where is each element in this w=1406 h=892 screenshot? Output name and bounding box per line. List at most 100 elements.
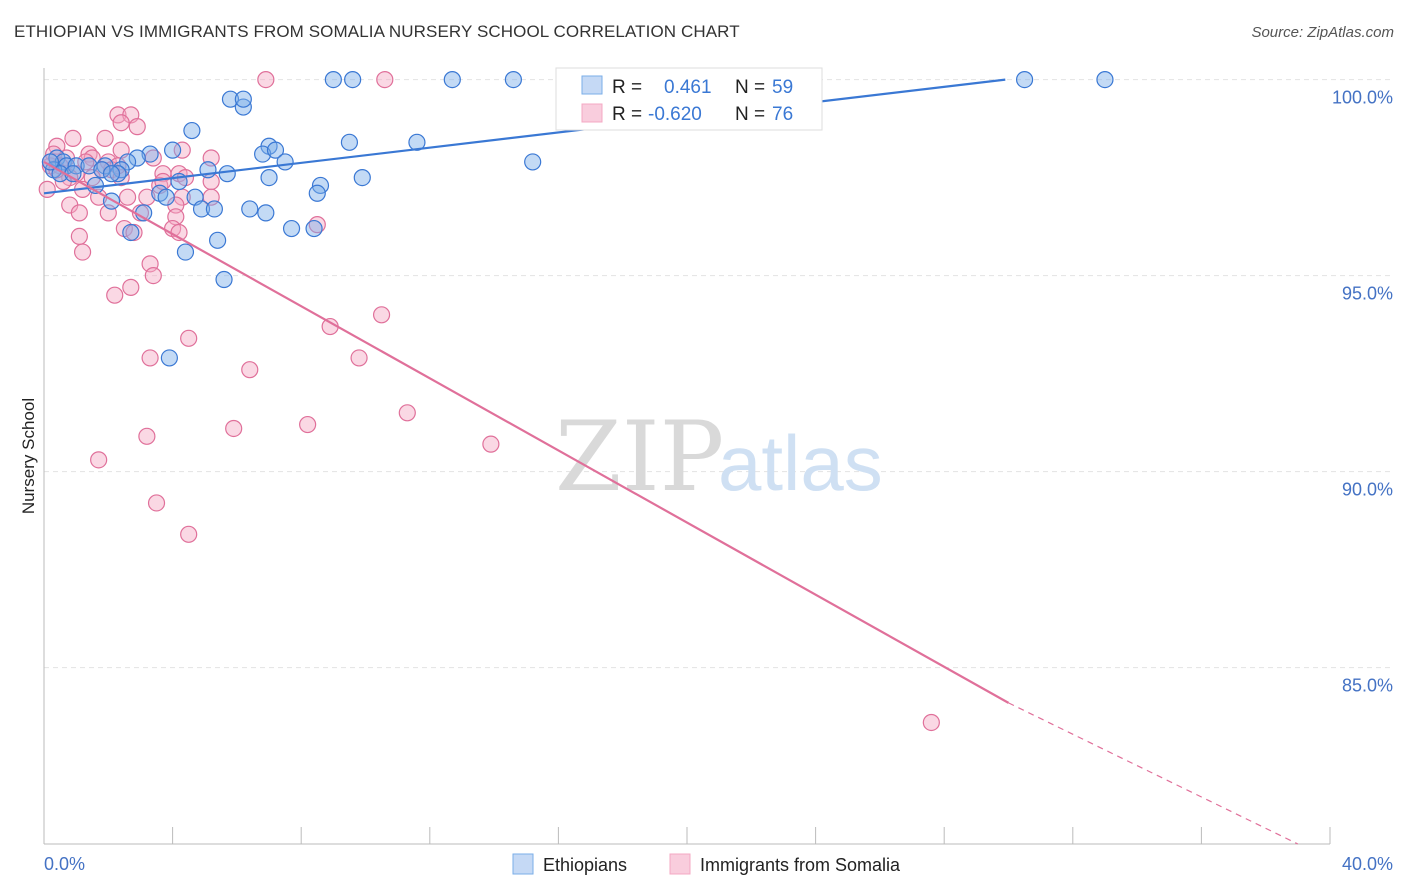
y-tick-label: 85.0%	[1342, 676, 1393, 696]
data-point	[1015, 70, 1034, 89]
data-point	[164, 141, 182, 159]
watermark-zip: ZIP	[555, 401, 724, 513]
watermark: ZIP atlas	[555, 401, 883, 513]
x-ticks	[43, 827, 1331, 844]
data-point	[372, 306, 391, 324]
data-point	[276, 153, 294, 171]
data-point	[340, 133, 359, 151]
x-tick-label-max: 40.0%	[1342, 854, 1393, 874]
data-point	[209, 231, 227, 249]
data-point	[353, 169, 371, 187]
data-point	[93, 161, 111, 179]
data-point	[102, 165, 121, 183]
legend-ethiopians-swatch	[512, 853, 534, 875]
data-point	[157, 188, 175, 206]
data-point	[350, 349, 368, 367]
data-point	[299, 415, 317, 434]
data-point	[282, 219, 301, 238]
legend-r-label-pink: R =	[612, 104, 642, 125]
data-point	[96, 129, 114, 147]
stats-legend: R = 0.461 N = 59 R = -0.620 N = 76	[555, 67, 823, 131]
data-point	[443, 70, 461, 89]
data-point	[122, 223, 140, 242]
legend-n-value-blue: 59	[772, 77, 793, 98]
y-tick-label: 95.0%	[1342, 284, 1393, 304]
y-tick-label: 90.0%	[1342, 480, 1393, 500]
data-point	[260, 169, 278, 187]
data-point	[109, 165, 127, 183]
data-point	[1096, 70, 1114, 89]
legend-swatch-pink	[581, 103, 603, 123]
legend-somalia-label: Immigrants from Somalia	[700, 855, 901, 875]
data-point	[254, 145, 272, 163]
legend-n-label-pink: N =	[735, 104, 765, 125]
data-point	[141, 349, 159, 367]
data-point	[144, 267, 162, 285]
data-point	[106, 286, 124, 304]
data-point	[308, 184, 326, 202]
data-point	[205, 200, 223, 218]
data-point	[180, 525, 198, 543]
data-point	[183, 121, 201, 140]
trend-lines	[43, 78, 1299, 845]
trend-line-ethiopians	[43, 78, 1006, 195]
data-point	[218, 165, 236, 183]
legend-swatch-blue	[581, 75, 603, 95]
data-point	[38, 180, 56, 198]
x-tick-labels: 0.0% 40.0%	[44, 854, 1393, 874]
data-point	[122, 278, 140, 296]
data-point	[70, 204, 88, 222]
data-point	[524, 153, 542, 171]
data-point	[70, 227, 88, 245]
data-point	[482, 435, 500, 453]
legend-ethiopians-label: Ethiopians	[543, 855, 627, 875]
data-point	[215, 270, 233, 289]
data-point	[398, 404, 416, 422]
chart-title: ETHIOPIAN VS IMMIGRANTS FROM SOMALIA NUR…	[14, 22, 740, 41]
y-tick-label: 100.0%	[1332, 88, 1393, 108]
data-point	[266, 141, 285, 159]
series-somalia-points	[38, 70, 940, 732]
trend-line-somalia-extension	[1008, 702, 1299, 845]
data-point	[176, 243, 195, 261]
legend-r-value-blue: 0.461	[664, 77, 712, 98]
legend-r-value-pink: -0.620	[648, 104, 702, 125]
data-point	[160, 349, 178, 367]
data-point	[147, 494, 166, 512]
data-point	[257, 70, 275, 89]
data-point	[138, 427, 156, 445]
data-point	[305, 219, 323, 238]
data-point	[376, 70, 394, 89]
data-point	[192, 200, 211, 218]
series-ethiopians-points	[41, 70, 1114, 367]
legend-somalia-swatch	[669, 853, 691, 875]
data-point	[922, 713, 940, 732]
data-point	[118, 188, 137, 206]
data-point	[64, 129, 82, 147]
data-point	[141, 145, 159, 163]
data-point	[234, 90, 252, 108]
trend-line-somalia	[43, 160, 1010, 704]
data-point	[241, 200, 259, 218]
legend-r-label-blue: R =	[612, 77, 642, 98]
series-legend: Ethiopians Immigrants from Somalia	[512, 853, 901, 875]
legend-n-value-pink: 76	[772, 104, 793, 125]
data-point	[324, 70, 342, 89]
data-point	[225, 419, 243, 438]
data-point	[408, 133, 426, 151]
data-point	[112, 114, 130, 132]
data-point	[73, 243, 92, 261]
y-axis-title: Nursery School	[19, 398, 38, 514]
data-point	[180, 329, 198, 347]
y-tick-labels: 85.0% 90.0% 95.0% 100.0%	[1332, 88, 1393, 696]
data-point	[344, 70, 362, 89]
data-point	[128, 149, 146, 167]
data-point	[241, 361, 259, 379]
legend-n-label-blue: N =	[735, 77, 765, 98]
data-point	[257, 204, 275, 222]
data-point	[173, 141, 191, 159]
data-point	[504, 70, 522, 89]
data-point	[128, 118, 146, 136]
data-point	[221, 90, 240, 108]
